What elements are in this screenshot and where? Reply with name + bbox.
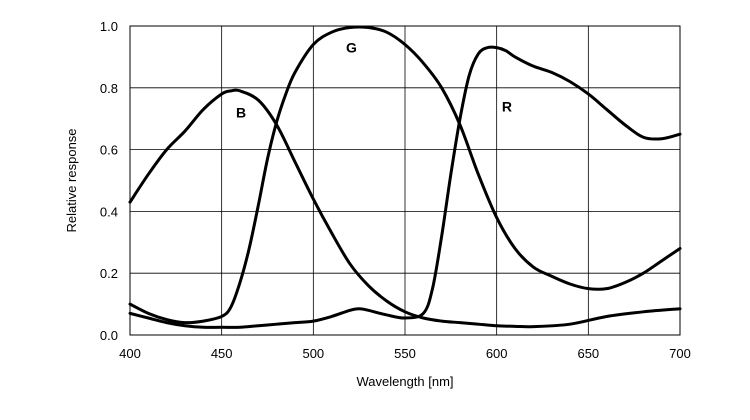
plot-frame — [129, 25, 681, 336]
x-axis-label: Wavelength [nm] — [356, 374, 453, 389]
y-tick-label: 0.6 — [100, 143, 118, 158]
curves — [128, 25, 682, 329]
y-tick-label: 0.2 — [100, 266, 118, 281]
y-tick-label: 0.8 — [100, 81, 118, 96]
series-curve-r — [128, 45, 682, 329]
x-tick-label: 650 — [577, 346, 599, 361]
x-tick-label: 550 — [394, 346, 416, 361]
x-tick-label: 600 — [486, 346, 508, 361]
tick-labels: 400 450 500 550 600 650 700 0.0 0.2 0.4 0.6 0.8 1.0 — [100, 19, 691, 361]
series-labels: B G R — [236, 40, 512, 121]
series-label-r: R — [502, 98, 512, 114]
y-tick-label: 0.4 — [100, 204, 118, 219]
grid-lines — [130, 26, 680, 335]
x-tick-label: 700 — [669, 346, 691, 361]
series-label-g: G — [346, 40, 357, 56]
x-tick-label: 500 — [302, 346, 324, 361]
x-tick-label: 450 — [211, 346, 233, 361]
y-tick-label: 1.0 — [100, 19, 118, 34]
x-tick-label: 400 — [119, 346, 141, 361]
series-curve-g — [128, 25, 682, 325]
series-curve-b — [128, 88, 682, 329]
y-axis-label: Relative response — [64, 128, 79, 232]
y-tick-label: 0.0 — [100, 328, 118, 343]
series-label-b: B — [236, 105, 246, 121]
